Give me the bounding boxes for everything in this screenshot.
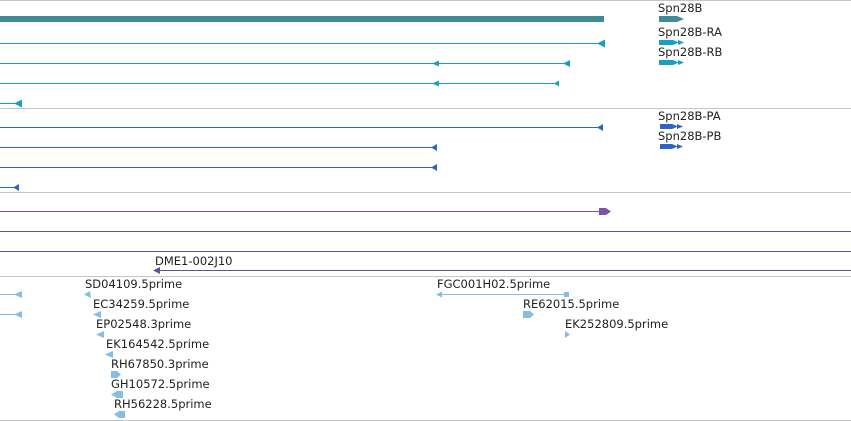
protein-arrow[interactable] — [431, 164, 437, 171]
est-arrow[interactable] — [84, 291, 91, 298]
est-label: EC34259.5prime — [93, 297, 189, 311]
est-feature[interactable]: RH67850.3prime — [111, 357, 209, 378]
protein-arrow[interactable] — [13, 184, 19, 191]
transcript-legend-arrow — [673, 60, 679, 65]
transcript-row[interactable] — [0, 60, 570, 67]
feature-row[interactable] — [0, 208, 611, 215]
clone-arrow[interactable] — [153, 267, 160, 274]
est-label: EP02548.3prime — [96, 317, 191, 331]
est-arrow[interactable] — [96, 331, 104, 338]
protein-label: Spn28B-PB — [658, 129, 721, 143]
est-feature[interactable]: EC34259.5prime — [93, 297, 189, 318]
transcript-legend-glyph — [659, 40, 673, 45]
protein-arrow[interactable] — [431, 144, 437, 151]
est-arrow[interactable] — [111, 371, 121, 378]
transcript-row[interactable] — [0, 39, 605, 48]
transcript-legend-glyph — [659, 60, 673, 65]
gene-label: Spn28B — [658, 1, 703, 15]
transcript-legend-arrow — [673, 40, 679, 45]
protein-row[interactable] — [0, 164, 437, 171]
est-arrow[interactable] — [105, 351, 113, 358]
est-feature[interactable]: SD04109.5prime — [84, 277, 182, 298]
transcript-row[interactable] — [0, 80, 559, 87]
transcript-exon-arrow[interactable] — [597, 39, 605, 48]
protein-row[interactable] — [0, 124, 603, 131]
clone-row[interactable]: DME1-002J10 — [153, 254, 851, 274]
transcript-label: Spn28B-RB — [658, 45, 723, 59]
est-label: RH67850.3prime — [111, 357, 209, 371]
protein-label: Spn28B-PA — [658, 109, 721, 123]
est-arrow[interactable] — [114, 411, 125, 418]
est-arrow[interactable] — [436, 291, 442, 298]
transcript-label: Spn28B-RA — [658, 25, 722, 39]
gene-legend-arrow — [677, 16, 684, 22]
transcript-exon-arrow[interactable] — [432, 80, 439, 87]
est-arrow[interactable] — [14, 291, 22, 298]
est-label: GH10572.5prime — [111, 377, 210, 391]
est-feature[interactable]: EK252809.5prime — [565, 317, 668, 338]
est-feature[interactable]: GH10572.5prime — [111, 377, 210, 398]
transcript-legend-arrow — [678, 60, 684, 65]
protein-arrow[interactable] — [597, 124, 603, 131]
gene-legend-glyph — [659, 16, 677, 22]
transcript-legend-arrow — [678, 40, 684, 45]
gene-legend: Spn28B — [658, 1, 703, 22]
transcript-exon-arrow[interactable] — [563, 60, 570, 67]
protein-legend: Spn28B-PA Spn28B-PB — [658, 109, 721, 149]
transcript-exon-arrow[interactable] — [14, 99, 22, 108]
est-feature[interactable]: RE62015.5prime — [523, 297, 619, 318]
est-label: EK164542.5prime — [106, 337, 209, 351]
est-feature[interactable]: RH56228.5prime — [114, 397, 212, 418]
est-feature[interactable]: EK164542.5prime — [105, 337, 209, 358]
protein-legend-arrow — [677, 124, 683, 129]
est-feature[interactable]: FGC001H02.5prime — [436, 277, 569, 298]
est-arrow[interactable] — [565, 331, 570, 338]
protein-row[interactable] — [0, 184, 19, 191]
transcript-exon-arrow[interactable] — [554, 80, 559, 87]
gene-feature[interactable] — [0, 16, 604, 22]
protein-legend-glyph — [660, 144, 672, 149]
est-label: RH56228.5prime — [114, 397, 212, 411]
feature-arrow[interactable] — [599, 208, 611, 215]
est-arrow[interactable] — [93, 311, 101, 318]
protein-legend-arrow — [677, 144, 683, 149]
est-label: RE62015.5prime — [523, 297, 619, 311]
gene-span-bar[interactable] — [0, 16, 604, 22]
protein-row[interactable] — [0, 144, 437, 151]
est-row[interactable] — [0, 291, 22, 298]
transcript-exon-arrow[interactable] — [432, 60, 439, 67]
protein-legend-arrow — [672, 124, 678, 129]
est-arrow[interactable] — [14, 311, 22, 318]
clone-label: DME1-002J10 — [155, 254, 233, 268]
est-arrow[interactable] — [523, 311, 534, 318]
protein-legend-glyph — [660, 124, 672, 129]
est-feature[interactable]: EP02548.3prime — [96, 317, 191, 338]
est-row[interactable] — [0, 311, 22, 318]
protein-legend-arrow — [672, 144, 678, 149]
est-exon[interactable] — [564, 292, 569, 297]
est-label: FGC001H02.5prime — [437, 277, 550, 291]
est-label: SD04109.5prime — [85, 277, 182, 291]
transcript-legend: Spn28B-RA Spn28B-RB — [658, 25, 723, 65]
transcript-row[interactable] — [0, 99, 22, 108]
est-label: EK252809.5prime — [565, 317, 668, 331]
est-arrow[interactable] — [111, 391, 123, 398]
